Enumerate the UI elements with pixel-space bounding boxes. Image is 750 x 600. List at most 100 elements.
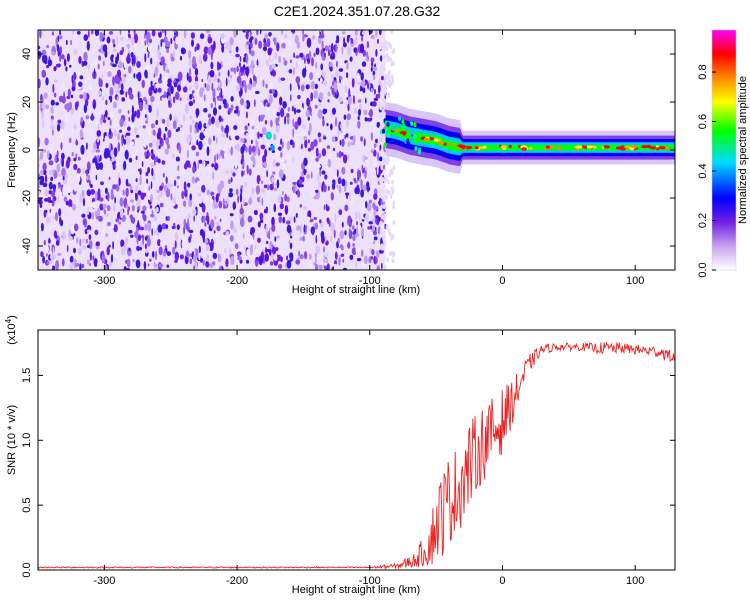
noise-speckle — [240, 126, 244, 134]
noise-speckle — [87, 190, 90, 195]
noise-speckle — [70, 94, 74, 99]
noise-speckle — [328, 220, 331, 228]
ridge-onset-speckle — [411, 130, 415, 136]
noise-speckle — [225, 41, 230, 50]
noise-speckle — [385, 224, 389, 230]
noise-speckle — [329, 123, 333, 131]
noise-speckle — [138, 101, 144, 112]
noise-speckle — [218, 115, 222, 123]
noise-speckle — [205, 244, 211, 252]
x-tick-label: -300 — [93, 275, 115, 287]
noise-speckle — [58, 208, 62, 217]
noise-speckle — [75, 138, 78, 146]
noise-speckle — [384, 40, 388, 46]
noise-speckle — [276, 235, 280, 239]
noise-speckle — [170, 85, 174, 95]
noise-speckle — [240, 185, 244, 189]
noise-speckle — [221, 133, 226, 138]
noise-speckle — [307, 99, 311, 104]
noise-speckle — [199, 55, 202, 65]
noise-speckle — [142, 192, 147, 197]
noise-speckle — [275, 149, 281, 157]
noise-speckle — [257, 237, 261, 243]
noise-speckle — [147, 263, 150, 267]
noise-speckle — [63, 179, 68, 184]
noise-speckle — [65, 200, 69, 206]
noise-speckle — [260, 114, 266, 119]
noise-speckle — [388, 251, 392, 257]
noise-speckle — [183, 225, 185, 235]
noise-speckle — [128, 65, 132, 74]
noise-speckle — [383, 241, 387, 247]
noise-speckle — [317, 181, 322, 188]
noise-speckle — [267, 94, 271, 99]
noise-speckle — [161, 30, 165, 33]
noise-speckle — [65, 66, 68, 72]
noise-speckle — [321, 148, 327, 157]
noise-speckle — [131, 151, 134, 159]
noise-speckle — [285, 220, 291, 225]
noise-speckle — [220, 149, 223, 156]
noise-speckle — [188, 229, 194, 234]
noise-speckle — [62, 230, 66, 241]
noise-speckle — [293, 52, 295, 58]
noise-speckle — [158, 263, 164, 268]
noise-speckle — [132, 86, 136, 97]
noise-speckle — [276, 179, 280, 189]
noise-speckle — [113, 147, 118, 158]
noise-speckle — [38, 78, 41, 89]
noise-speckle — [297, 94, 301, 100]
noise-speckle — [222, 198, 225, 206]
noise-speckle — [299, 236, 303, 241]
noise-speckle — [113, 202, 116, 213]
noise-speckle — [163, 133, 166, 141]
noise-speckle — [279, 158, 285, 163]
noise-speckle — [292, 156, 295, 163]
noise-speckle — [244, 83, 247, 94]
noise-speckle — [104, 109, 108, 118]
noise-speckle — [387, 92, 391, 98]
noise-speckle — [72, 203, 76, 211]
noise-speckle — [205, 83, 211, 92]
noise-speckle — [198, 253, 201, 261]
noise-speckle — [92, 255, 95, 261]
noise-speckle — [213, 230, 216, 234]
ridge-hotspot — [443, 142, 447, 146]
noise-speckle — [161, 251, 164, 262]
noise-speckle — [76, 30, 81, 35]
noise-speckle — [209, 263, 214, 269]
noise-speckle — [352, 231, 356, 235]
noise-speckle — [284, 139, 287, 143]
noise-speckle — [136, 109, 141, 119]
noise-speckle — [147, 222, 152, 232]
noise-speckle — [58, 183, 60, 190]
noise-speckle — [390, 80, 393, 86]
colorbar-tick-label: 0.4 — [697, 163, 709, 178]
noise-speckle — [324, 52, 326, 58]
noise-speckle — [193, 265, 196, 270]
noise-speckle — [343, 37, 345, 45]
noise-speckle — [358, 211, 361, 221]
noise-speckle — [217, 78, 220, 83]
noise-speckle — [344, 91, 348, 98]
noise-speckle — [321, 174, 325, 179]
noise-speckle — [143, 183, 148, 193]
noise-speckle — [287, 40, 293, 47]
noise-speckle — [95, 241, 100, 247]
noise-speckle — [270, 119, 273, 128]
noise-speckle — [183, 218, 187, 227]
noise-speckle — [99, 197, 104, 202]
noise-speckle — [94, 30, 100, 36]
noise-speckle — [377, 166, 379, 175]
noise-speckle — [140, 210, 145, 214]
ridge-onset-speckle — [417, 149, 421, 155]
noise-speckle — [355, 232, 359, 238]
noise-speckle — [107, 71, 112, 78]
noise-speckle — [158, 246, 163, 256]
noise-speckle — [247, 215, 253, 223]
noise-speckle — [300, 84, 305, 92]
noise-speckle — [365, 46, 368, 51]
noise-speckle — [262, 161, 267, 168]
noise-speckle — [385, 188, 389, 194]
noise-speckle — [236, 65, 239, 73]
